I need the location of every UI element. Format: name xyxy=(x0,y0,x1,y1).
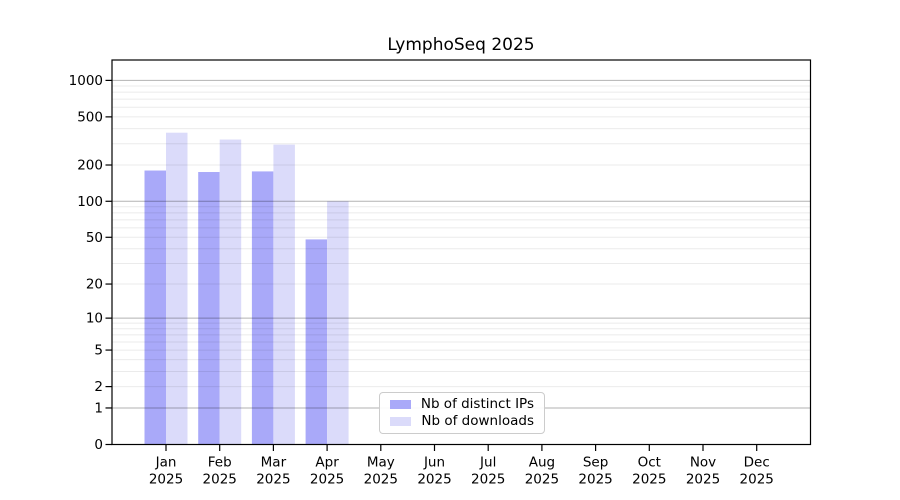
x-tick-label-year: 2025 xyxy=(256,472,290,488)
x-tick-label-year: 2025 xyxy=(364,472,398,488)
y-tick-label: 20 xyxy=(86,277,103,293)
x-tick-label-month: Jun xyxy=(423,455,445,471)
y-tick-label: 1 xyxy=(94,400,103,416)
y-tick-label: 200 xyxy=(77,158,103,174)
y-tick-label: 10 xyxy=(86,311,103,327)
x-tick-label-month: Aug xyxy=(529,455,555,471)
x-tick-label-month: Sep xyxy=(583,455,608,471)
x-tick-label-month: Oct xyxy=(638,455,661,471)
plot-border xyxy=(111,59,812,446)
legend-swatch-distinct-ips xyxy=(390,400,411,410)
y-tick-label: 0 xyxy=(94,437,103,453)
chart-title: LymphoSeq 2025 xyxy=(387,35,535,55)
bar-downloads-jan xyxy=(166,132,188,445)
y-tick-label: 2 xyxy=(94,379,103,395)
x-tick-label-year: 2025 xyxy=(310,472,344,488)
x-tick-label-month: Jan xyxy=(155,455,177,471)
bar-downloads-mar xyxy=(273,144,295,445)
x-tick-label-year: 2025 xyxy=(149,472,183,488)
x-tick-label-month: Mar xyxy=(261,455,287,471)
legend: Nb of distinct IPs Nb of downloads xyxy=(379,392,545,434)
x-tick-label-year: 2025 xyxy=(686,472,720,488)
bar-distinct-ips-jan xyxy=(144,170,166,445)
y-tick-label: 50 xyxy=(86,230,103,246)
bar-downloads-apr xyxy=(327,201,349,445)
x-tick-label-month: Apr xyxy=(315,455,339,471)
y-tick-label: 5 xyxy=(94,343,103,359)
x-tick-label-year: 2025 xyxy=(740,472,774,488)
x-tick-label-year: 2025 xyxy=(417,472,451,488)
legend-item-distinct-ips: Nb of distinct IPs xyxy=(390,396,534,412)
x-tick-label-month: Jul xyxy=(479,455,496,471)
bar-distinct-ips-feb xyxy=(198,172,220,445)
x-tick-label-year: 2025 xyxy=(525,472,559,488)
bar-distinct-ips-apr xyxy=(305,239,328,445)
y-tick-label: 1000 xyxy=(69,73,103,89)
x-tick-label-year: 2025 xyxy=(203,472,237,488)
legend-item-downloads: Nb of downloads xyxy=(390,412,534,429)
x-tick-label-month: Nov xyxy=(690,455,716,471)
y-tick-label: 500 xyxy=(77,109,103,125)
x-tick-label-month: May xyxy=(367,455,395,471)
bar-downloads-feb xyxy=(219,139,242,445)
legend-swatch-downloads xyxy=(390,416,412,426)
x-tick-label-month: Dec xyxy=(744,455,770,471)
x-tick-label-year: 2025 xyxy=(632,472,666,488)
x-tick-label-month: Feb xyxy=(208,455,232,471)
legend-label-downloads: Nb of downloads xyxy=(421,412,534,429)
y-tick-label: 100 xyxy=(77,194,103,210)
legend-label-distinct-ips: Nb of distinct IPs xyxy=(420,396,534,412)
x-tick-label-year: 2025 xyxy=(471,472,505,488)
bar-distinct-ips-mar xyxy=(251,171,274,445)
x-tick-label-year: 2025 xyxy=(578,472,612,488)
